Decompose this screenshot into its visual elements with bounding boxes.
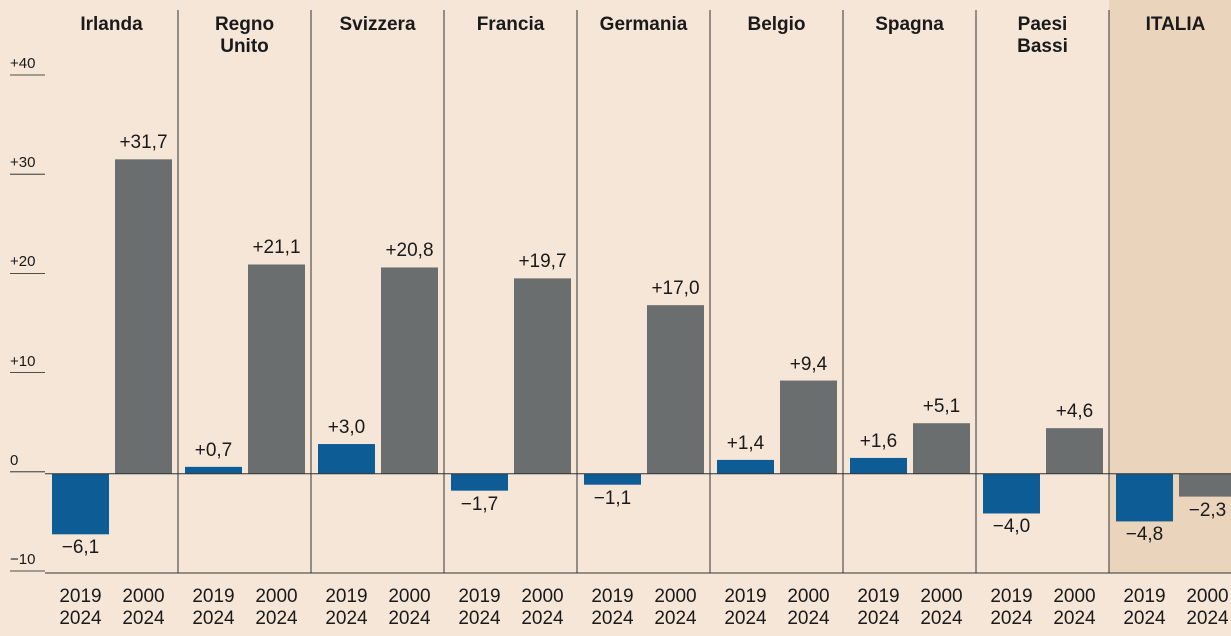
value-label: −1,1 [593, 487, 632, 509]
bar [451, 473, 508, 491]
bar [780, 380, 837, 474]
period-label: 2019 2024 [990, 586, 1033, 629]
category-label: Germania [599, 14, 688, 35]
period-label: 2000 2024 [654, 586, 697, 629]
value-label: +5,1 [922, 396, 961, 418]
bar [1179, 473, 1231, 497]
value-label: +21,1 [252, 237, 301, 259]
period-label: 2000 2024 [255, 586, 298, 629]
category-label: Paesi Bassi [1017, 14, 1068, 57]
period-label: 2019 2024 [857, 586, 900, 629]
period-label: 2000 2024 [388, 586, 431, 629]
period-label: 2019 2024 [192, 586, 235, 629]
value-label: +0,7 [194, 439, 233, 461]
value-label: +20,8 [385, 240, 434, 262]
period-label: 2000 2024 [1186, 586, 1229, 629]
category-label: Belgio [747, 14, 806, 35]
value-label: −2,3 [1188, 499, 1227, 521]
y-tick-label: −10 [10, 551, 36, 568]
period-label: 2000 2024 [920, 586, 963, 629]
period-label: 2019 2024 [1123, 586, 1166, 629]
bar [185, 466, 242, 474]
y-tick-label: +30 [10, 154, 36, 172]
bar [115, 159, 172, 474]
bar [584, 473, 641, 485]
bar [913, 423, 970, 474]
value-label: +3,0 [327, 417, 366, 439]
value-label: +31,7 [119, 132, 168, 154]
y-tick-label: +20 [10, 253, 36, 271]
bar [381, 267, 438, 474]
bar [52, 473, 109, 535]
period-label: 2000 2024 [521, 586, 564, 629]
category-label: Svizzera [339, 14, 416, 35]
category-label: Irlanda [80, 14, 143, 35]
category-label: Francia [476, 14, 545, 35]
value-label: −1,7 [460, 493, 499, 515]
value-label: +4,6 [1055, 401, 1094, 423]
bar [647, 305, 704, 474]
period-label: 2019 2024 [458, 586, 501, 629]
period-label: 2019 2024 [325, 586, 368, 629]
bar [318, 444, 375, 474]
period-label: 2000 2024 [787, 586, 830, 629]
value-label: −4,0 [992, 516, 1031, 538]
period-label: 2000 2024 [122, 586, 165, 629]
period-label: 2000 2024 [1053, 586, 1096, 629]
bar [248, 264, 305, 474]
category-label: Spagna [875, 14, 944, 35]
category-label: Regno Unito [214, 14, 275, 57]
y-tick-label: 0 [10, 451, 19, 469]
value-label: +19,7 [518, 251, 567, 273]
value-label: +1,6 [859, 430, 898, 452]
category-label: ITALIA [1145, 14, 1206, 35]
y-tick-label: +40 [10, 55, 36, 72]
value-label: −6,1 [61, 537, 100, 559]
bar [1116, 473, 1173, 522]
bar [717, 459, 774, 474]
bar [1046, 428, 1103, 474]
value-label: −4,8 [1125, 524, 1164, 546]
value-label: +1,4 [726, 432, 765, 454]
bar [983, 473, 1040, 514]
period-label: 2019 2024 [724, 586, 767, 629]
bar [514, 278, 571, 474]
value-label: +9,4 [789, 353, 828, 375]
period-label: 2019 2024 [591, 586, 634, 629]
value-label: +17,0 [651, 278, 700, 300]
period-label: 2019 2024 [59, 586, 102, 629]
y-tick-label: +10 [10, 352, 36, 370]
bar [850, 457, 907, 474]
